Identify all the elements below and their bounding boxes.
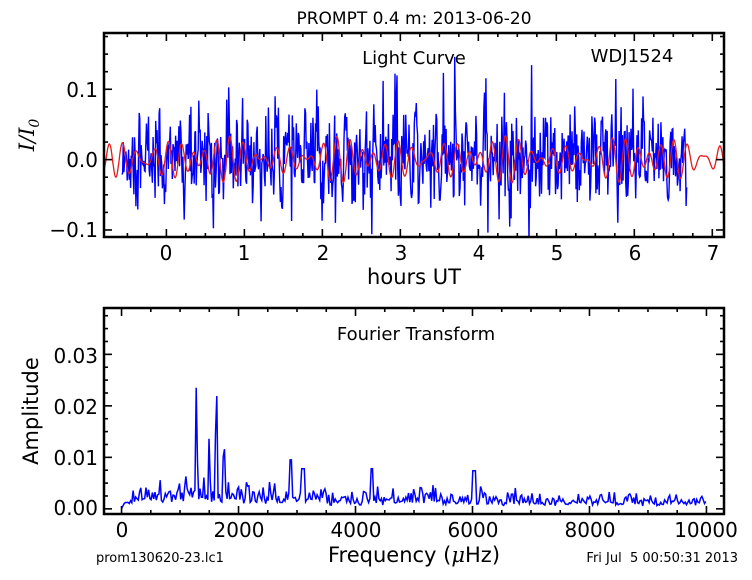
bottom-axis-ticks: [104, 308, 724, 514]
x-tick-label: 6: [629, 241, 642, 265]
model-fit-series: [104, 135, 724, 184]
top-axes-frame: [102, 31, 726, 239]
x-tick-label: 1: [238, 241, 251, 265]
footer-timestamp: Fri Jul 5 00:50:31 2013: [586, 551, 738, 566]
y-tick-label: 0.00: [53, 496, 98, 520]
x-tick-label: 5: [551, 241, 564, 265]
light-curve-annotation: Light Curve: [362, 48, 466, 69]
x-tick-label: 6000: [448, 518, 499, 542]
x-tick-label: 0: [160, 241, 173, 265]
fourier-series: [120, 387, 707, 509]
light-curve-data: [104, 56, 724, 237]
x-tick-label: 0: [116, 518, 129, 542]
x-tick-label: 8000: [565, 518, 616, 542]
x-tick-label: 2000: [214, 518, 265, 542]
y-axis-label: I/I0: [15, 119, 43, 153]
object-label: WDJ1524: [591, 46, 674, 67]
fourier-annotation: Fourier Transform: [337, 324, 495, 345]
light-curve-series: [121, 56, 688, 237]
x-tick-label: 10000: [674, 518, 738, 542]
y-tick-label: 0.1: [66, 78, 98, 102]
y-tick-label: −0.1: [49, 218, 98, 242]
y-tick-label: 0.01: [53, 446, 98, 470]
y-axis-label: Amplitude: [19, 357, 43, 465]
x-axis-label: Frequency (μHz): [328, 543, 500, 567]
x-tick-label: 4000: [331, 518, 382, 542]
x-tick-label: 4: [473, 241, 486, 265]
chart-title: PROMPT 0.4 m: 2013-06-20: [296, 9, 531, 29]
light-curve-panel: PROMPT 0.4 m: 2013-06-20 Light Curve WDJ…: [15, 9, 726, 289]
fourier-data: [120, 387, 707, 509]
y-tick-label: 0.02: [53, 395, 98, 419]
fourier-panel: Fourier Transform 0 2000 4000 6000 8000 …: [19, 306, 738, 567]
top-axis-ticks: [104, 33, 724, 237]
x-tick-label: 7: [707, 241, 720, 265]
x-axis-label: hours UT: [367, 265, 461, 289]
x-tick-label: 3: [395, 241, 408, 265]
footer-filename: prom130620-23.lc1: [96, 551, 224, 566]
y-tick-label: 0.0: [66, 148, 98, 172]
y-tick-label: 0.03: [53, 344, 98, 368]
x-tick-label: 2: [317, 241, 330, 265]
